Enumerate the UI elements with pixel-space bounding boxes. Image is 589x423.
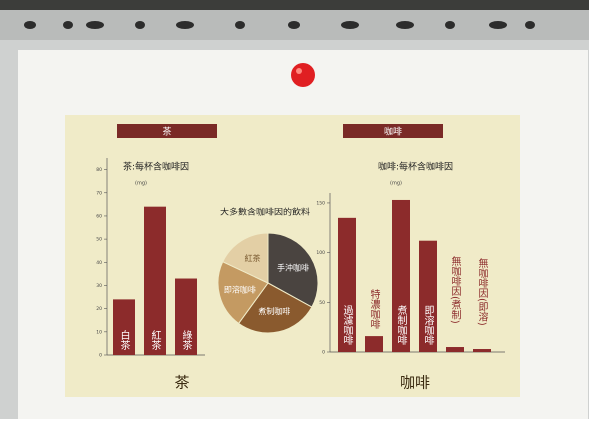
y-tick-label: 100 xyxy=(316,250,325,256)
pie-slice xyxy=(267,232,319,308)
bar-label: 即溶咖啡 xyxy=(422,305,434,345)
pie-slice xyxy=(222,232,269,284)
y-tick-label: 70 xyxy=(96,190,102,196)
y-tick-label: 60 xyxy=(96,213,102,219)
bar-label: 紅茶 xyxy=(149,330,161,350)
slice-label: 即溶咖啡 xyxy=(224,285,256,295)
header: 咖啡 xyxy=(384,126,402,138)
bar xyxy=(473,349,491,352)
y-tick-label: 40 xyxy=(96,260,102,266)
pin xyxy=(291,63,315,87)
y-tick-label: 10 xyxy=(96,329,102,335)
pin-highlight xyxy=(296,68,302,74)
y-tick-label: 0 xyxy=(322,350,325,356)
slice-label: 紅茶 xyxy=(244,253,260,263)
bar-label: 綠茶 xyxy=(180,330,192,350)
bar xyxy=(113,299,135,355)
bar-label: 白茶 xyxy=(118,329,130,350)
pie-slice xyxy=(237,282,313,334)
chart-title: 大多數含咖啡因的飲料 xyxy=(220,207,310,217)
y-tick-label: 30 xyxy=(96,283,102,289)
bar xyxy=(419,240,437,352)
slice-label: 煮制咖啡 xyxy=(258,306,290,316)
slice-label: 手沖咖啡 xyxy=(277,263,309,273)
bar-label: 特濃咖啡 xyxy=(368,289,380,329)
bar-label: 無咖啡因(即溶) xyxy=(476,257,488,326)
unit: (mg) xyxy=(135,181,147,187)
bar-label: 過濾咖啡 xyxy=(341,305,353,345)
unit: (mg) xyxy=(390,181,402,187)
holes xyxy=(24,21,535,29)
y-tick-label: 20 xyxy=(96,306,102,312)
y-tick-label: 150 xyxy=(316,200,325,206)
bar xyxy=(392,199,410,352)
bar xyxy=(365,336,383,352)
footer: 咖啡 xyxy=(400,374,430,392)
y-tick-label: 50 xyxy=(319,300,325,306)
y-tick-label: 80 xyxy=(96,167,102,173)
bar xyxy=(175,278,197,355)
y-tick-label: 50 xyxy=(96,237,102,243)
footer: 茶 xyxy=(174,374,189,392)
bar-label: 無咖啡因(煮制) xyxy=(449,255,461,324)
chart-title: 茶:每杯含咖啡因 xyxy=(123,161,189,173)
header: 茶 xyxy=(162,126,171,138)
bar xyxy=(338,217,356,352)
header-band xyxy=(343,124,443,138)
header-band xyxy=(117,124,217,138)
bar-label: 煮制咖啡 xyxy=(395,305,407,345)
y-tick-label: 0 xyxy=(99,353,102,359)
bar xyxy=(446,347,464,352)
chart-title: 咖啡:每杯含咖啡因 xyxy=(378,161,453,173)
bar xyxy=(144,206,166,355)
